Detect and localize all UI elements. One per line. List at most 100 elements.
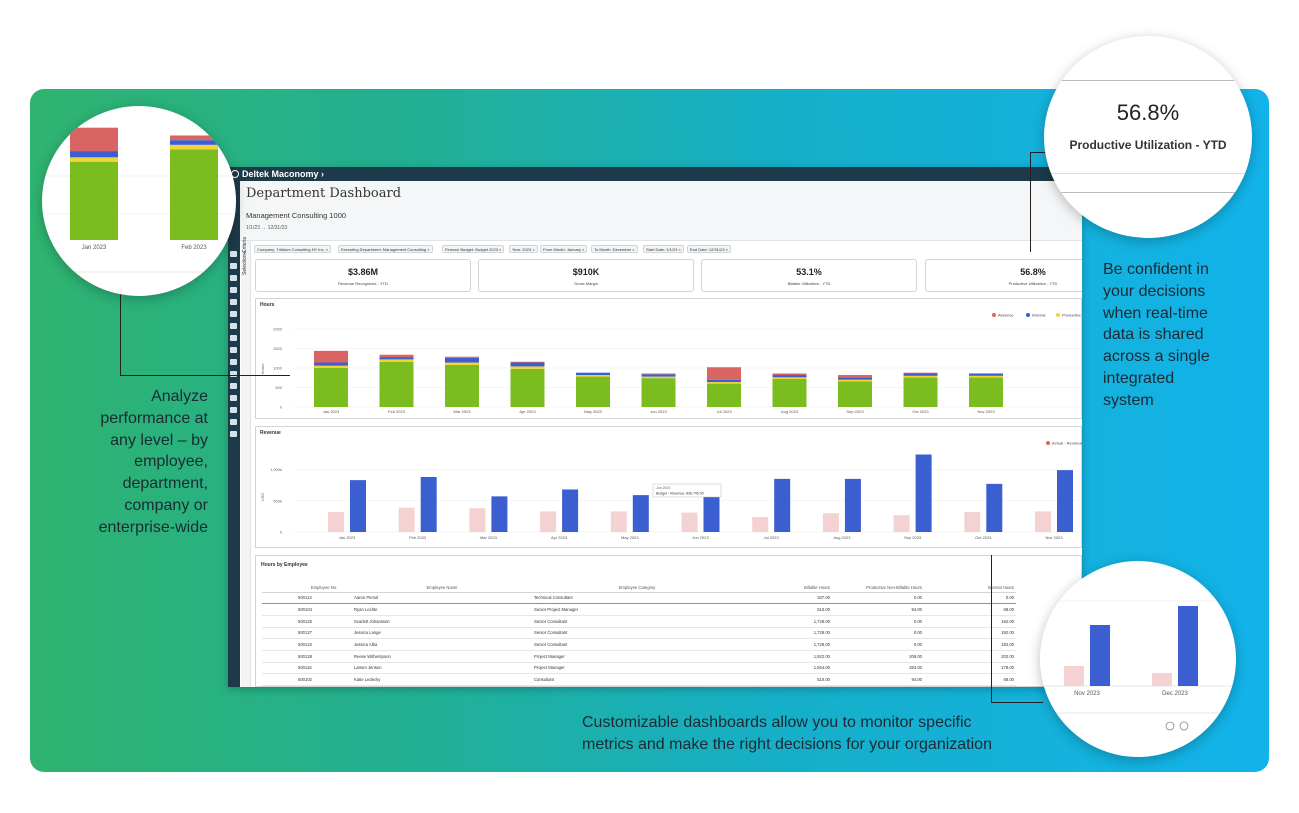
selection-criteria-panel[interactable] xyxy=(241,241,251,687)
chevron-right-icon[interactable]: › xyxy=(318,169,325,179)
table-row[interactable]: 500113 Aaron Persol Technical Consultant 33… xyxy=(262,591,1016,605)
table-cell: 500104 xyxy=(262,603,352,616)
table-row[interactable]: 500125 Scarlett Johansson Senior Consultan… xyxy=(262,615,1016,628)
actual-bar xyxy=(1090,625,1110,686)
filter-chip[interactable]: Start Date: 1/1/23 × xyxy=(643,245,684,253)
kpi-card[interactable]: 56.8% Productive Utilization - YTD xyxy=(925,259,1082,292)
hours-chart-title: Hours xyxy=(260,302,275,308)
kpi-card[interactable]: 53.1% Billable Utilization - YTD xyxy=(701,259,917,292)
hours-bar-segment xyxy=(838,375,872,378)
column-header[interactable]: Productive Non-Billable Hours xyxy=(832,584,924,593)
kpi-value: 56.8% xyxy=(1020,267,1046,277)
sidebar-nav-icon[interactable] xyxy=(230,419,237,425)
filter-chip[interactable]: From Month: January × xyxy=(540,245,588,253)
legend-marker xyxy=(1056,313,1060,317)
callout-line: Customizable dashboards allow you to mon… xyxy=(582,714,972,731)
download-icon xyxy=(1165,721,1175,731)
kpi-label: Revenue Recognized - YTD xyxy=(338,281,388,286)
sidebar-nav-icon[interactable] xyxy=(230,311,237,317)
kpi-label: Billable Utilization - YTD xyxy=(787,281,831,286)
department-label: Management Consulting 1000 xyxy=(246,211,347,220)
zoom-x-label: Jan 2023 xyxy=(82,245,107,251)
brand-name[interactable]: Deltek Maconomy xyxy=(242,169,319,179)
sidebar-nav-icon[interactable] xyxy=(230,431,237,437)
filter-chip[interactable]: Finance Budget: Budget 2023 × xyxy=(442,245,505,253)
column-header[interactable]: Internal Hours xyxy=(924,584,1016,593)
callout-line: department, xyxy=(122,475,208,493)
table-row[interactable]: 500116 Larsen Jensen Project Manager 1,554.… xyxy=(262,662,1016,675)
sidebar-nav-icon[interactable] xyxy=(230,287,237,293)
legend-label: Productive xyxy=(1062,313,1082,318)
hours-bar-segment xyxy=(772,375,807,378)
table-cell: 263.00 xyxy=(832,662,924,675)
callout-line: employee, xyxy=(134,453,208,471)
budget-bar xyxy=(469,508,486,532)
legend-marker xyxy=(992,313,996,317)
sidebar-nav-icon[interactable] xyxy=(230,263,237,269)
x-tick-label: Aug 2023 xyxy=(833,535,851,540)
table-row[interactable]: 500122 Jessica Alba Senior Consultant 1,728… xyxy=(262,638,1016,651)
x-tick-label: Sep 2023 xyxy=(904,535,922,540)
filter-chip[interactable]: Company: Tritidum Consulting NY Inc. × xyxy=(254,245,332,253)
kpi-label: Productive Utilization - YTD xyxy=(1008,281,1058,286)
zoom-hours-callout: Jan 2023 Feb 2023 xyxy=(42,106,236,296)
sidebar-nav-icon[interactable] xyxy=(230,275,237,281)
table-cell: 206.00 xyxy=(832,650,924,663)
callout-line: performance at xyxy=(100,409,208,427)
table-title: Hours by Employee xyxy=(261,562,308,568)
sidebar-nav-icon[interactable] xyxy=(230,383,237,389)
connector-line xyxy=(991,555,992,703)
hours-bar-segment xyxy=(510,362,545,367)
filter-chip[interactable]: Year: 2023 × xyxy=(509,245,538,253)
table-row[interactable]: 500102 Katie Ledecky Consultant 510.00 94.00… xyxy=(262,673,1016,686)
x-tick-label: Oct 2023 xyxy=(975,535,992,540)
table-cell: Reese Witherspoon xyxy=(352,650,532,663)
actual-bar xyxy=(491,496,508,532)
sidebar-nav-icon[interactable] xyxy=(230,347,237,353)
kpi-zoom-label: Productive Utilization - YTD xyxy=(1069,138,1227,152)
sidebar-nav-icon[interactable] xyxy=(230,407,237,413)
budget-bar xyxy=(328,512,344,532)
sidebar-nav-icon[interactable] xyxy=(230,359,237,365)
x-tick-label: Nov 2023 xyxy=(1045,535,1063,540)
column-header[interactable]: Employee Name xyxy=(352,584,532,593)
callout-line: system xyxy=(1103,391,1154,409)
x-tick-label: Jan 2023 xyxy=(323,409,340,414)
kpi-card[interactable]: $910K Gross Margin xyxy=(478,259,694,292)
table-cell: 500127 xyxy=(262,627,352,640)
zoom-bar-segment xyxy=(70,162,118,240)
filter-chip[interactable]: To Month: December × xyxy=(591,245,638,253)
table-row[interactable]: 500128 Reese Witherspoon Project Manager 1,… xyxy=(262,650,1016,663)
hours-bar-segment xyxy=(641,378,676,407)
table-row[interactable]: 500127 Jessica Lange Senior Consultant 1,72… xyxy=(262,627,1016,640)
table-cell: 337.00 xyxy=(742,591,832,605)
sidebar-nav-icon[interactable] xyxy=(230,251,237,257)
column-header[interactable]: Billable Hours xyxy=(742,584,832,593)
hours-bar-segment xyxy=(445,364,479,407)
table-cell: 0.00 xyxy=(832,638,924,651)
hours-bar-segment xyxy=(379,357,414,360)
table-cell: Jessica Lange xyxy=(352,627,532,640)
table-cell: 0.00 xyxy=(832,615,924,628)
sidebar-nav-icon[interactable] xyxy=(230,323,237,329)
hours-bar-segment xyxy=(772,378,807,407)
filter-chip[interactable]: End Date: 12/31/23 × xyxy=(687,245,731,253)
selection-criteria-label[interactable]: Selection Criteria xyxy=(242,236,248,275)
chevron-right-icon[interactable]: › xyxy=(243,247,246,257)
column-header[interactable]: Employee Category xyxy=(532,584,742,593)
kpi-card[interactable]: $3.86M Revenue Recognized - YTD xyxy=(255,259,471,292)
legend-marker xyxy=(1026,313,1030,317)
sidebar-nav-icon[interactable] xyxy=(230,371,237,377)
sidebar-nav-icon[interactable] xyxy=(230,335,237,341)
sidebar-nav-icon[interactable] xyxy=(230,299,237,305)
sidebar-nav-icon[interactable] xyxy=(230,395,237,401)
column-header[interactable]: Employee No. xyxy=(262,584,352,593)
x-tick-label: Apr 2023 xyxy=(519,409,536,414)
page-title: Department Dashboard xyxy=(246,186,402,201)
hours-bar-segment xyxy=(903,377,938,407)
table-cell: 1,728.00 xyxy=(742,627,832,640)
filter-chip[interactable]: Executing Department: Management Consult… xyxy=(338,245,433,253)
table-row[interactable]: 500104 Ryan Lochte Senior Project Manager 5… xyxy=(262,603,1016,616)
x-tick-label: Sep 2023 xyxy=(846,409,864,414)
tooltip-box xyxy=(652,483,722,498)
